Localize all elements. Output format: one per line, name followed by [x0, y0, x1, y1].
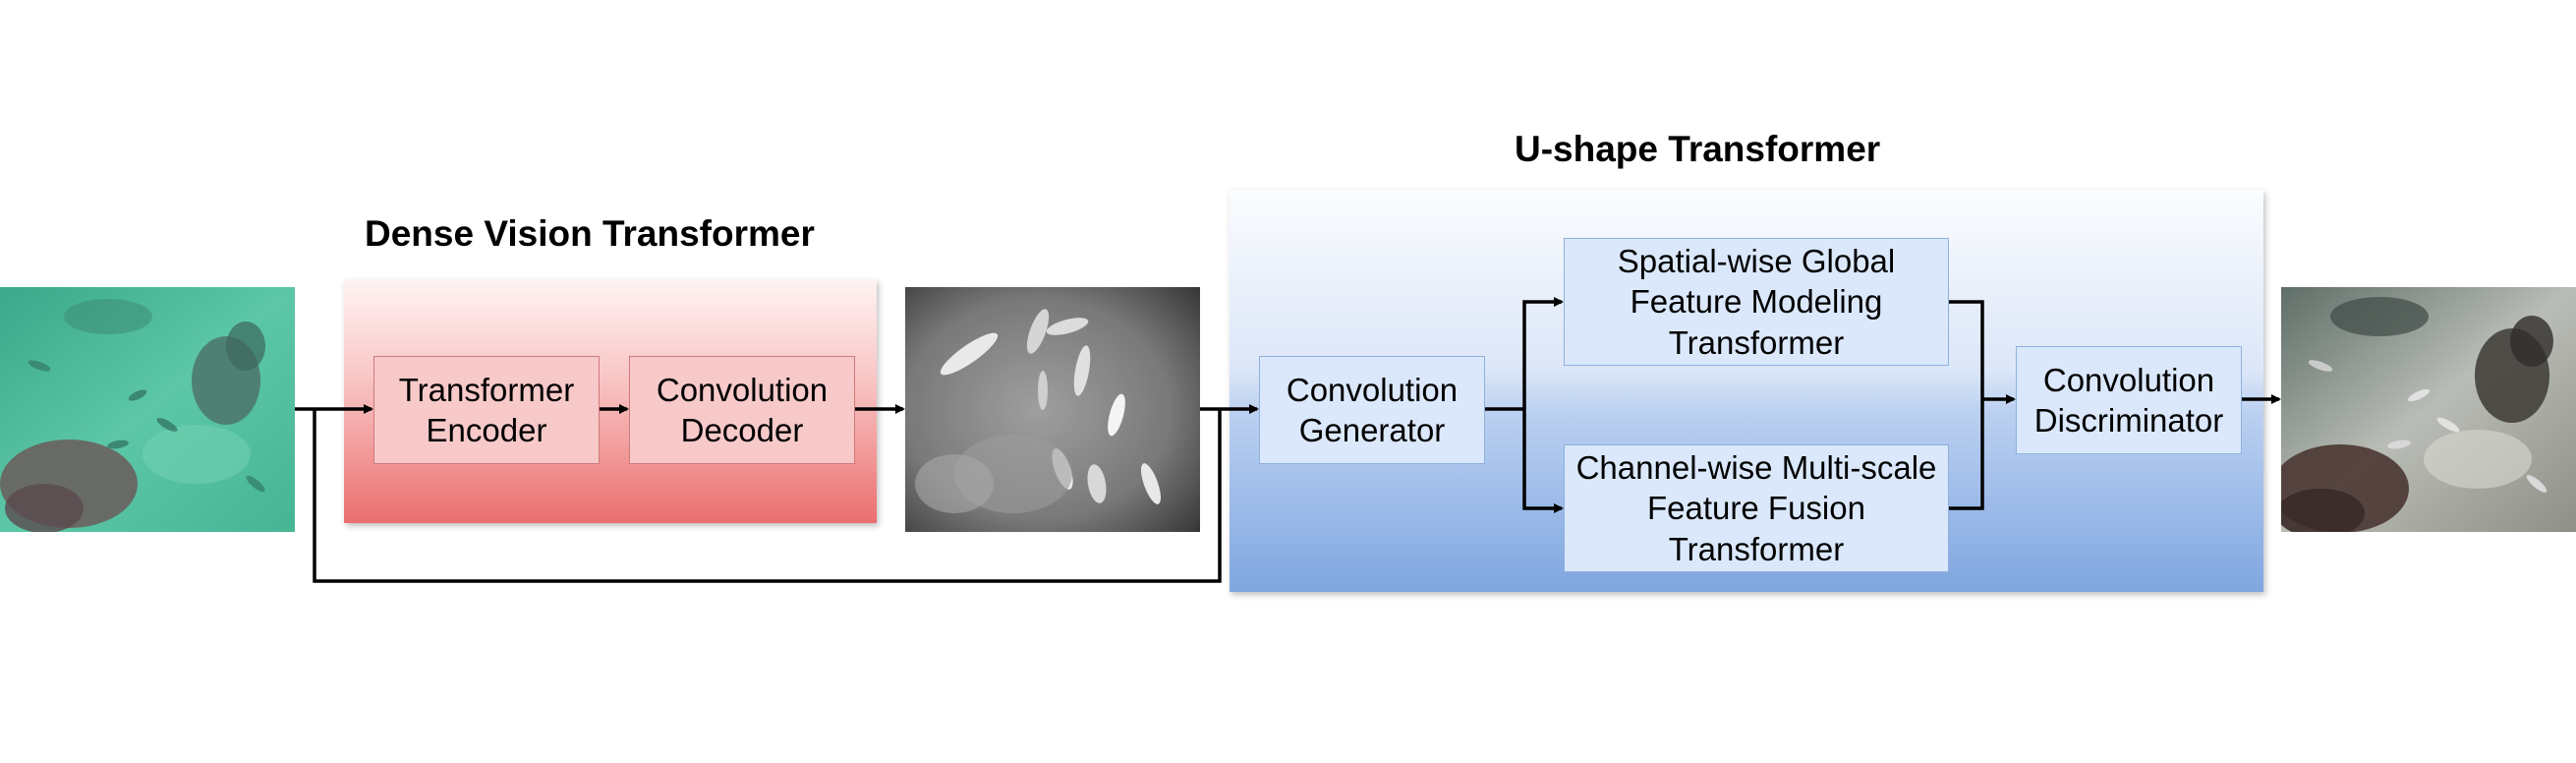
u-shape-transformer-title: U-shape Transformer	[1515, 129, 1881, 169]
enhanced-output-image	[2281, 287, 2576, 532]
spatial-wise-transformer-label: Spatial-wise Global Feature Modeling Tra…	[1617, 243, 1896, 361]
spatial-wise-transformer-block: Spatial-wise Global Feature Modeling Tra…	[1564, 238, 1949, 366]
convolution-generator-label: Convolution Generator	[1286, 371, 1459, 448]
transformer-encoder-label: Transformer Encoder	[398, 371, 575, 448]
convolution-generator-block: Convolution Generator	[1259, 356, 1485, 464]
convolution-discriminator-block: Convolution Discriminator	[2016, 346, 2242, 454]
arrow-spatial-to-discriminator	[1949, 300, 1984, 399]
channel-wise-transformer-label: Channel-wise Multi-scale Feature Fusion …	[1575, 449, 1937, 567]
convolution-decoder-block: Convolution Decoder	[629, 356, 855, 464]
arrow-channel-to-discriminator	[1949, 399, 1984, 510]
channel-wise-transformer-block: Channel-wise Multi-scale Feature Fusion …	[1564, 444, 1949, 572]
skip-connection-line	[313, 409, 1222, 583]
arrow-generator-to-spatial	[1522, 297, 1564, 409]
arrow-generator-to-channel	[1522, 409, 1564, 513]
depth-map-image	[905, 287, 1200, 532]
input-underwater-image	[0, 287, 295, 532]
convolution-discriminator-label: Convolution Discriminator	[2033, 361, 2224, 439]
convolution-decoder-label: Convolution Decoder	[656, 371, 829, 448]
dense-vision-transformer-title: Dense Vision Transformer	[365, 213, 815, 254]
transformer-encoder-block: Transformer Encoder	[373, 356, 600, 464]
